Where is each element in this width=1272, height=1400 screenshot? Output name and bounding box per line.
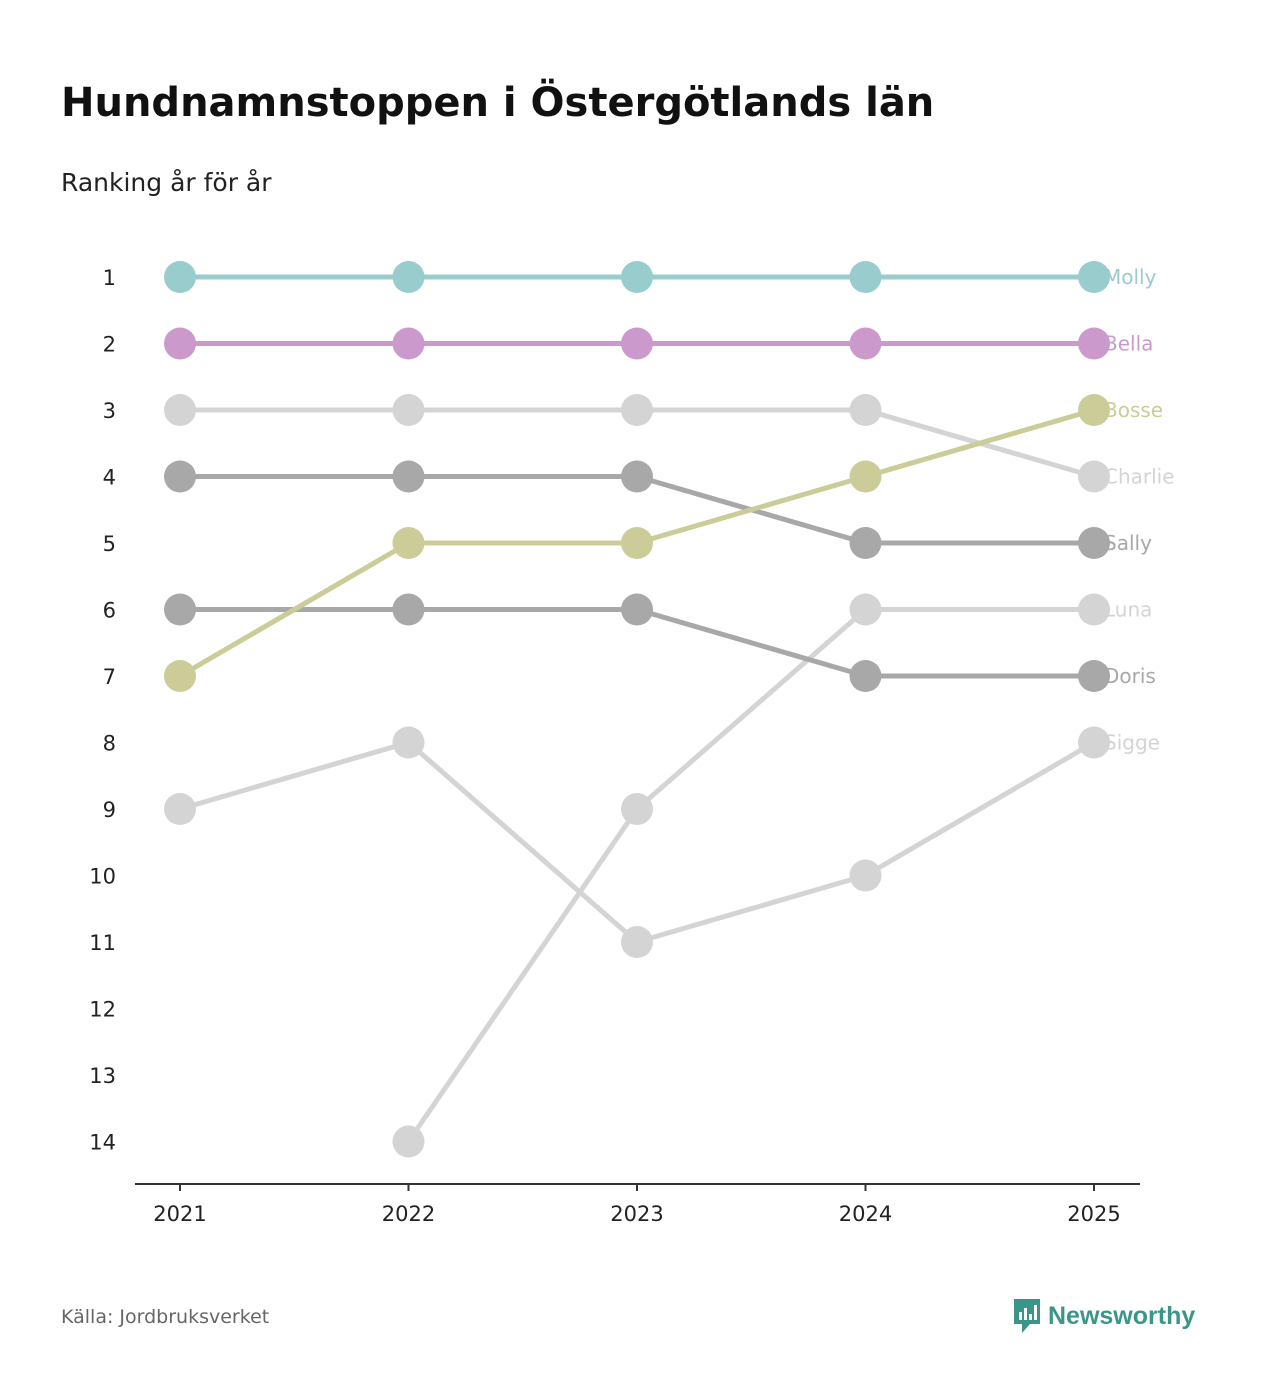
x-axis: 2021 2022 2023 2024 2025 <box>135 1183 1140 1226</box>
data-point-charlie <box>621 394 653 426</box>
data-point-bosse <box>621 527 653 559</box>
data-point-luna <box>392 1125 425 1158</box>
data-point-luna <box>621 793 653 825</box>
data-point-sally <box>164 460 196 493</box>
data-point-bella <box>621 327 653 360</box>
y-tick-label: 3 <box>103 399 116 423</box>
data-point-sigge <box>392 726 425 759</box>
data-point-doris <box>1078 660 1110 692</box>
y-tick-label: 8 <box>103 732 116 756</box>
series-label-sigge: Sigge <box>1104 731 1160 755</box>
data-point-bosse <box>1078 394 1110 426</box>
series-label-molly: Molly <box>1104 265 1157 289</box>
data-point-bella <box>849 327 882 360</box>
data-point-charlie <box>849 394 882 426</box>
source-note: Källa: Jordbruksverket <box>61 1306 270 1328</box>
series-label-luna: Luna <box>1104 598 1152 622</box>
y-tick-label: 10 <box>89 865 116 889</box>
data-point-sigge <box>849 859 882 892</box>
data-point-doris <box>164 593 196 626</box>
data-point-bosse <box>164 660 196 692</box>
x-tick-label: 2023 <box>610 1202 663 1226</box>
data-point-bosse <box>849 460 882 493</box>
data-point-bella <box>392 327 425 360</box>
data-point-bella <box>164 327 196 360</box>
data-point-bosse <box>392 527 425 559</box>
data-point-doris <box>849 660 882 692</box>
newsworthy-logo: Newsworthy <box>1012 1298 1195 1334</box>
x-tick-label: 2022 <box>382 1202 435 1226</box>
chart-title: Hundnamnstoppen i Östergötlands län <box>61 80 935 126</box>
y-tick-label: 1 <box>103 266 116 290</box>
data-point-sally <box>392 460 425 493</box>
data-point-sigge <box>621 926 653 958</box>
y-tick-label: 6 <box>103 599 116 623</box>
brand-name: Newsworthy <box>1048 1301 1196 1330</box>
data-point-doris <box>392 593 425 626</box>
y-tick-label: 12 <box>89 998 116 1022</box>
data-point-sigge <box>1078 726 1110 759</box>
data-point-molly <box>1078 261 1110 293</box>
data-point-molly <box>164 261 196 293</box>
data-point-sigge <box>164 793 196 825</box>
series-labels: Sigge Luna Charlie Doris Sally Bosse Bella Moll… <box>1104 265 1175 755</box>
series-label-charlie: Charlie <box>1104 465 1175 489</box>
y-tick-label: 5 <box>103 532 116 556</box>
data-point-sally <box>621 460 653 493</box>
data-point-molly <box>849 261 882 293</box>
chart-subtitle: Ranking år för år <box>61 168 272 197</box>
data-point-charlie <box>1078 460 1110 493</box>
series-points <box>164 261 1110 1158</box>
series-line-sigge <box>177 740 1097 945</box>
data-point-doris <box>621 593 653 626</box>
series-label-bella: Bella <box>1104 332 1153 356</box>
x-tick-label: 2024 <box>839 1202 892 1226</box>
x-tick-label: 2021 <box>153 1202 206 1226</box>
y-tick-label: 9 <box>103 798 116 822</box>
data-point-luna <box>849 593 882 626</box>
y-tick-label: 2 <box>103 333 116 357</box>
data-point-sally <box>1078 527 1110 559</box>
data-point-bella <box>1078 327 1110 360</box>
series-label-bosse: Bosse <box>1104 398 1163 422</box>
series-label-doris: Doris <box>1104 664 1156 688</box>
data-point-charlie <box>164 394 196 426</box>
y-tick-label: 11 <box>89 931 116 955</box>
y-tick-label: 14 <box>89 1131 116 1155</box>
series-label-sally: Sally <box>1104 531 1152 555</box>
y-tick-label: 4 <box>103 466 116 490</box>
data-point-molly <box>392 261 425 293</box>
data-point-sally <box>849 527 882 559</box>
x-tick-label: 2025 <box>1067 1202 1120 1226</box>
newsworthy-logo-icon <box>1014 1299 1040 1333</box>
data-point-molly <box>621 261 653 293</box>
data-point-luna <box>1078 593 1110 626</box>
series-line-luna <box>406 607 1097 1144</box>
y-tick-label: 7 <box>103 665 116 689</box>
y-tick-label: 13 <box>89 1064 116 1088</box>
data-point-charlie <box>392 394 425 426</box>
